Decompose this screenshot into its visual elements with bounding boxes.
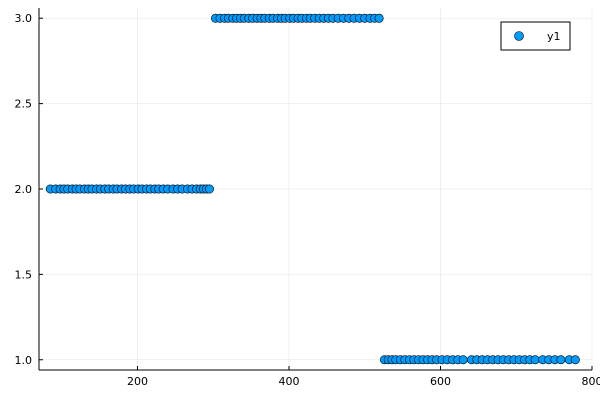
data-point bbox=[530, 355, 540, 365]
y-tick-label: 1.0 bbox=[15, 354, 33, 367]
y-tick-label: 2.0 bbox=[15, 183, 33, 196]
y-tick-label: 3.0 bbox=[15, 12, 33, 25]
y-ticks: 1.0 1.5 2.0 2.5 3.0 bbox=[15, 12, 43, 367]
y-tick-label: 2.5 bbox=[15, 98, 33, 111]
data-point bbox=[570, 355, 580, 365]
legend-label: y1 bbox=[547, 30, 561, 43]
data-point bbox=[556, 355, 566, 365]
x-tick-label: 200 bbox=[127, 375, 148, 388]
x-tick-label: 600 bbox=[430, 375, 451, 388]
data-point bbox=[374, 13, 384, 23]
legend-box bbox=[500, 21, 571, 51]
x-tick-label: 400 bbox=[278, 375, 299, 388]
x-tick-label: 800 bbox=[582, 375, 600, 388]
data-point bbox=[204, 184, 214, 194]
data-points bbox=[45, 13, 580, 365]
legend-marker bbox=[514, 31, 524, 41]
legend: y1 bbox=[500, 21, 571, 51]
data-point bbox=[458, 355, 468, 365]
y-tick-label: 1.5 bbox=[15, 268, 33, 281]
x-ticks: 200 400 600 800 bbox=[127, 366, 600, 388]
